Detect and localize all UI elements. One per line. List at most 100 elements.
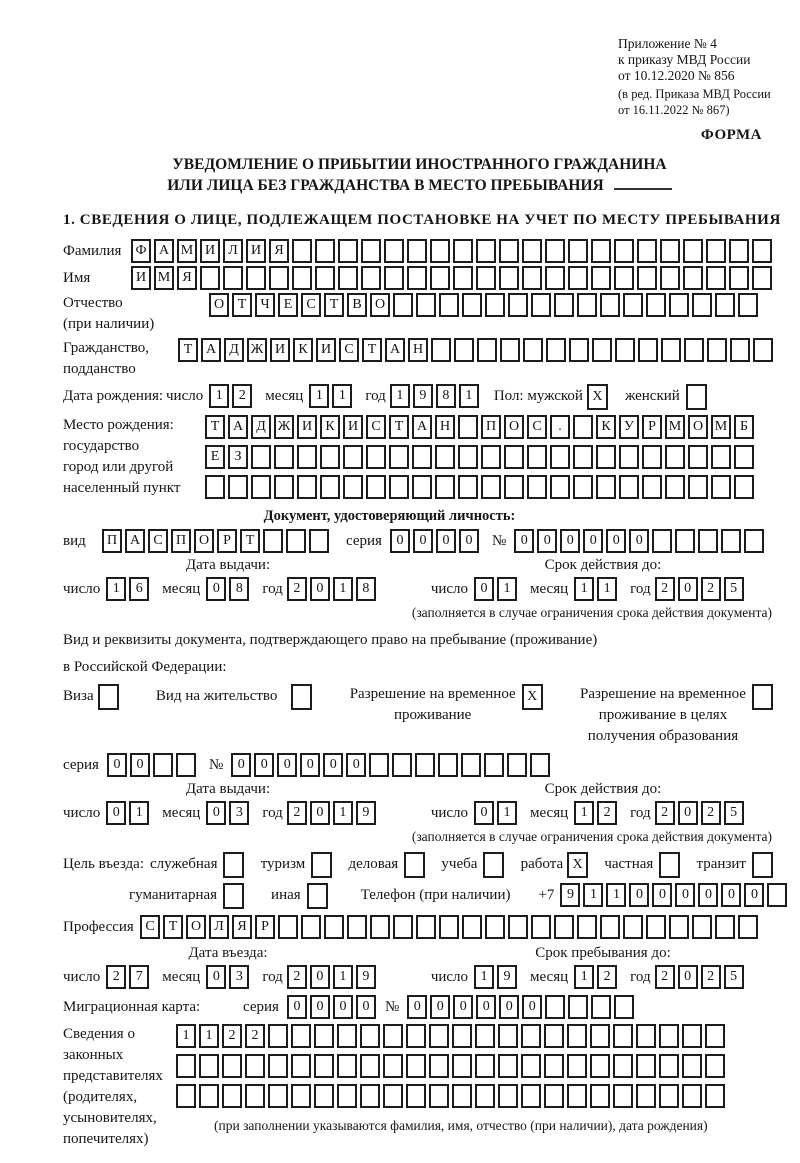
form-cell[interactable]: 1 <box>583 883 604 907</box>
form-cell[interactable] <box>176 1054 196 1078</box>
form-cell[interactable]: 0 <box>675 883 696 907</box>
form-cell[interactable] <box>546 338 566 362</box>
form-cell[interactable]: . <box>550 415 570 439</box>
form-cell[interactable]: С <box>527 415 547 439</box>
form-cell[interactable] <box>315 266 335 290</box>
form-cell[interactable]: М <box>177 239 197 263</box>
form-cell[interactable] <box>692 915 712 939</box>
form-cell[interactable] <box>729 266 749 290</box>
form-cell[interactable]: 2 <box>654 801 675 825</box>
form-cell[interactable] <box>361 266 381 290</box>
form-cell[interactable] <box>274 475 294 499</box>
form-cell[interactable] <box>268 1054 288 1078</box>
form-cell[interactable] <box>498 1084 518 1108</box>
form-cell[interactable]: 5 <box>723 577 744 601</box>
form-cell[interactable] <box>660 266 680 290</box>
form-cell[interactable] <box>338 266 358 290</box>
form-cell[interactable]: 0 <box>430 995 451 1019</box>
form-cell[interactable] <box>600 915 620 939</box>
form-cell[interactable]: Л <box>209 915 229 939</box>
form-cell[interactable] <box>429 1054 449 1078</box>
form-cell[interactable]: У <box>619 415 639 439</box>
form-cell[interactable] <box>314 1054 334 1078</box>
form-cell[interactable] <box>753 338 773 362</box>
form-cell[interactable]: 1 <box>574 577 595 601</box>
form-cell[interactable] <box>751 684 773 710</box>
form-cell[interactable] <box>660 239 680 263</box>
form-cell[interactable] <box>752 239 772 263</box>
form-cell[interactable]: 0 <box>389 529 410 553</box>
form-cell[interactable]: А <box>125 529 145 553</box>
form-cell[interactable] <box>263 529 283 553</box>
form-cell[interactable] <box>429 1084 449 1108</box>
form-cell[interactable]: 7 <box>129 965 150 989</box>
form-cell[interactable]: 0 <box>106 801 127 825</box>
form-cell[interactable] <box>590 1084 610 1108</box>
form-cell[interactable] <box>481 475 501 499</box>
form-cell[interactable]: 0 <box>677 965 698 989</box>
form-cell[interactable]: 1 <box>176 1024 196 1048</box>
form-cell[interactable]: П <box>102 529 122 553</box>
form-cell[interactable] <box>278 915 298 939</box>
form-cell[interactable] <box>683 266 703 290</box>
form-cell[interactable] <box>435 475 455 499</box>
form-cell[interactable]: 0 <box>309 577 330 601</box>
form-cell[interactable] <box>389 445 409 469</box>
form-cell[interactable] <box>435 445 455 469</box>
form-cell[interactable]: X <box>567 852 589 878</box>
form-cell[interactable] <box>707 338 727 362</box>
form-cell[interactable] <box>314 1084 334 1108</box>
form-cell[interactable]: К <box>596 415 616 439</box>
form-cell[interactable] <box>337 1084 357 1108</box>
form-cell[interactable] <box>315 239 335 263</box>
form-cell[interactable] <box>590 1024 610 1048</box>
form-cell[interactable] <box>573 475 593 499</box>
form-cell[interactable] <box>661 338 681 362</box>
form-cell[interactable]: 9 <box>355 965 376 989</box>
form-cell[interactable] <box>567 1024 587 1048</box>
form-cell[interactable] <box>613 1024 633 1048</box>
form-cell[interactable]: И <box>316 338 336 362</box>
form-cell[interactable]: 0 <box>458 529 479 553</box>
form-cell[interactable]: А <box>154 239 174 263</box>
form-cell[interactable]: 8 <box>435 384 456 408</box>
form-cell[interactable] <box>507 753 528 777</box>
form-cell[interactable] <box>550 445 570 469</box>
form-cell[interactable] <box>484 753 505 777</box>
form-cell[interactable]: Ф <box>131 239 151 263</box>
form-cell[interactable]: 0 <box>677 577 698 601</box>
form-cell[interactable]: А <box>228 415 248 439</box>
form-cell[interactable] <box>430 239 450 263</box>
form-cell[interactable] <box>504 445 524 469</box>
form-cell[interactable]: 0 <box>537 529 558 553</box>
form-cell[interactable] <box>291 1054 311 1078</box>
form-cell[interactable]: М <box>154 266 174 290</box>
form-cell[interactable] <box>485 915 505 939</box>
form-cell[interactable] <box>407 266 427 290</box>
form-cell[interactable] <box>406 1024 426 1048</box>
form-cell[interactable]: Т <box>362 338 382 362</box>
form-cell[interactable] <box>577 293 597 317</box>
form-cell[interactable]: А <box>201 338 221 362</box>
form-cell[interactable] <box>688 475 708 499</box>
form-cell[interactable] <box>659 852 681 878</box>
form-cell[interactable] <box>684 338 704 362</box>
form-cell[interactable] <box>452 1084 472 1108</box>
form-cell[interactable] <box>274 445 294 469</box>
form-cell[interactable] <box>573 415 593 439</box>
form-cell[interactable] <box>416 293 436 317</box>
form-cell[interactable] <box>711 475 731 499</box>
form-cell[interactable] <box>245 1054 265 1078</box>
form-cell[interactable]: Т <box>389 415 409 439</box>
form-cell[interactable]: 0 <box>629 883 650 907</box>
form-cell[interactable] <box>682 1054 702 1078</box>
form-cell[interactable] <box>669 293 689 317</box>
form-cell[interactable] <box>569 338 589 362</box>
form-cell[interactable]: С <box>366 415 386 439</box>
form-cell[interactable] <box>475 1084 495 1108</box>
form-cell[interactable] <box>430 266 450 290</box>
form-cell[interactable] <box>734 445 754 469</box>
form-cell[interactable] <box>500 338 520 362</box>
form-cell[interactable]: 5 <box>723 965 744 989</box>
form-cell[interactable] <box>508 915 528 939</box>
